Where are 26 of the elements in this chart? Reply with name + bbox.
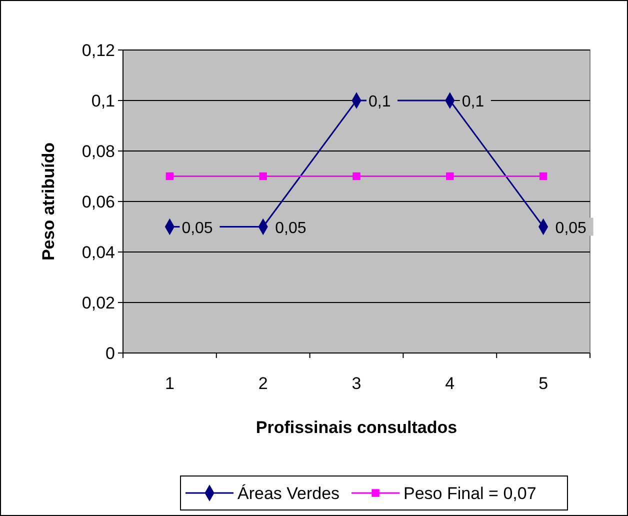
point	[259, 172, 267, 180]
point	[446, 172, 454, 180]
y-tick-label: 0,02	[82, 294, 115, 312]
x-tick-label: 2	[258, 374, 268, 393]
x-tick-label: 4	[445, 374, 455, 393]
x-tick-label: 3	[352, 374, 362, 393]
point	[539, 172, 548, 180]
y-axis-title: Peso atribuído	[39, 142, 58, 261]
y-tick-label: 0,1	[91, 92, 115, 110]
y-tick-label: 0,08	[82, 142, 115, 161]
data-label: 0,1	[462, 94, 484, 110]
point	[166, 172, 174, 180]
data-label: 0,1	[368, 94, 391, 110]
x-tick-label: 5	[538, 374, 548, 393]
point	[352, 172, 360, 180]
y-tick-label: 0	[106, 344, 115, 363]
data-label: 0,05	[555, 220, 587, 237]
y-tick-label: 0,12	[82, 41, 115, 60]
x-tick-label: 1	[164, 374, 174, 393]
y-tick-label: 0,06	[82, 192, 115, 212]
data-label: 0,05	[182, 220, 213, 237]
legend-label: Áreas Verdes	[238, 484, 340, 503]
y-tick-label: 0,04	[82, 243, 115, 262]
legend-label: Peso Final = 0,07	[404, 484, 536, 503]
x-axis-title: Profissinais consultados	[256, 418, 458, 437]
data-label: 0,05	[275, 220, 306, 237]
